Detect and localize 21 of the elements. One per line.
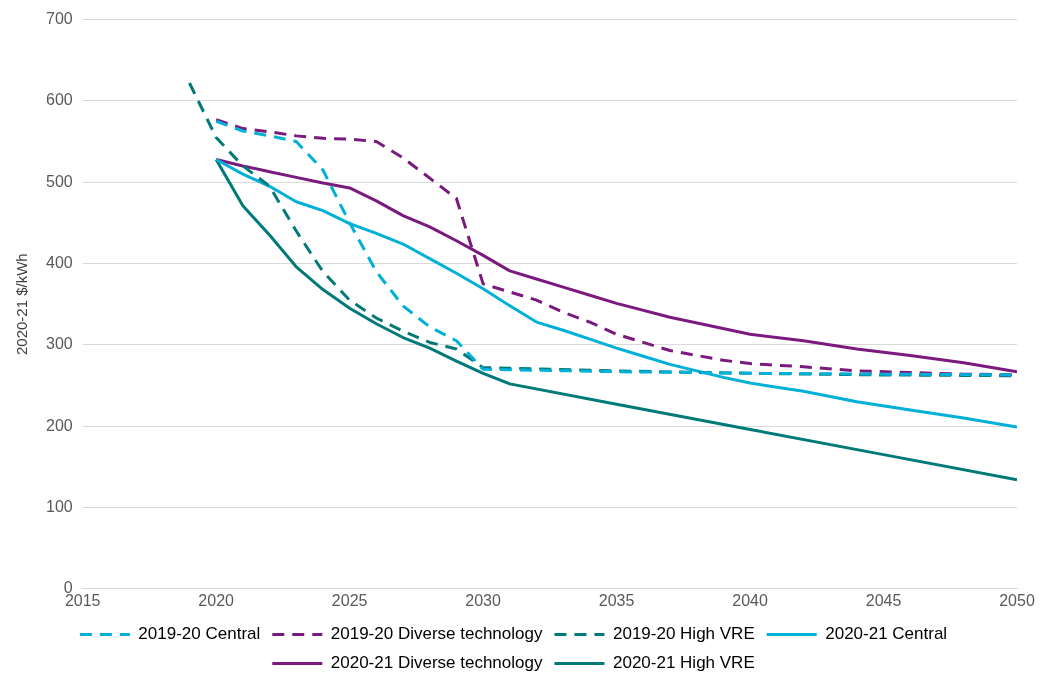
x-tick-label: 2040: [732, 591, 768, 609]
x-tick-label: 2035: [598, 591, 635, 609]
y-tick-label: 200: [45, 416, 73, 434]
y-tick-label: 500: [45, 172, 73, 190]
legend-label: 2020-21 High VRE: [612, 653, 755, 673]
x-tick-label: 2050: [999, 591, 1035, 609]
legend-label: 2020-21 Diverse technology: [330, 653, 543, 673]
y-tick-label: 100: [45, 497, 73, 515]
y-axis-title: 2020-21 $/kWh: [13, 253, 31, 356]
x-tick-label: 2020: [198, 591, 235, 609]
x-tick-label: 2045: [865, 591, 902, 609]
x-tick-label: 2030: [465, 591, 502, 609]
y-tick-label: 600: [45, 91, 73, 109]
y-tick-label: 300: [45, 335, 73, 353]
legend-label: 2020-21 Central: [825, 624, 948, 644]
y-tick-label: 700: [45, 10, 73, 28]
legend-label: 2019-20 High VRE: [612, 624, 755, 644]
x-tick-label: 2025: [331, 591, 368, 609]
y-tick-label: 400: [45, 253, 73, 271]
legend-label: 2019-20 Diverse technology: [330, 624, 543, 644]
legend-label: 2019-20 Central: [138, 624, 261, 644]
